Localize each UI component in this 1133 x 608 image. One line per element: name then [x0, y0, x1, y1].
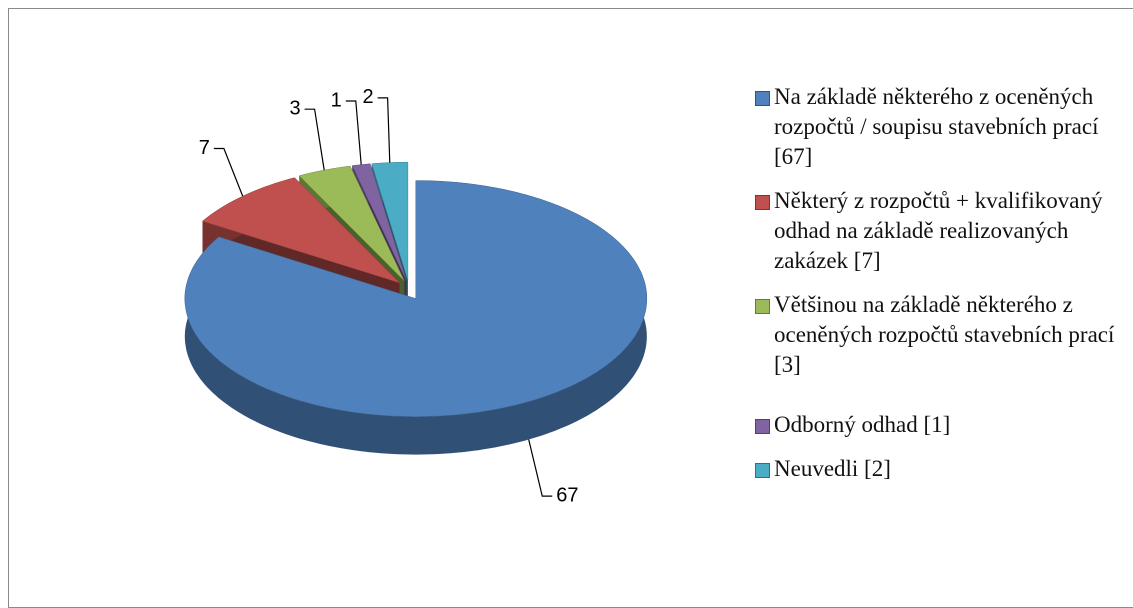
legend-item: Některý z rozpočtů + kvalifikovaný odhad… — [755, 186, 1125, 276]
legend-swatch — [755, 419, 770, 434]
legend-swatch — [755, 463, 770, 478]
leader-line — [528, 439, 553, 497]
chart: 67 7 3 1 2 — [184, 86, 648, 506]
leader-line — [213, 147, 244, 197]
data-label: 3 — [289, 97, 300, 119]
data-label: 7 — [199, 137, 210, 159]
legend-label: Některý z rozpočtů + kvalifikovaný odhad… — [774, 188, 1103, 273]
legend-label: Většinou na základě některého z oceněnýc… — [774, 292, 1115, 377]
legend-label: Na základě některého z oceněných rozpočt… — [774, 84, 1099, 169]
data-label: 1 — [331, 89, 342, 111]
legend-item: Odborný odhad [1] — [755, 410, 1125, 440]
legend-swatch — [755, 195, 770, 210]
legend: Na základě některého z oceněných rozpočt… — [755, 82, 1125, 498]
data-label: 2 — [362, 86, 373, 108]
legend-item: Na základě některého z oceněných rozpočt… — [755, 82, 1125, 172]
data-label: 67 — [556, 484, 578, 506]
legend-item: Neuvedli [2] — [755, 454, 1125, 484]
leader-line — [345, 100, 362, 165]
leader-line — [304, 108, 325, 171]
slice — [351, 163, 407, 281]
leader-line — [377, 97, 391, 163]
legend-label: Neuvedli [2] — [774, 456, 891, 481]
legend-item: Většinou na základě některého z oceněnýc… — [755, 290, 1125, 380]
slice — [184, 180, 648, 417]
legend-label: Odborný odhad [1] — [774, 412, 951, 437]
slice — [298, 165, 405, 281]
legend-swatch — [755, 299, 770, 314]
slice — [201, 177, 400, 284]
slice — [371, 161, 409, 281]
legend-swatch — [755, 91, 770, 106]
